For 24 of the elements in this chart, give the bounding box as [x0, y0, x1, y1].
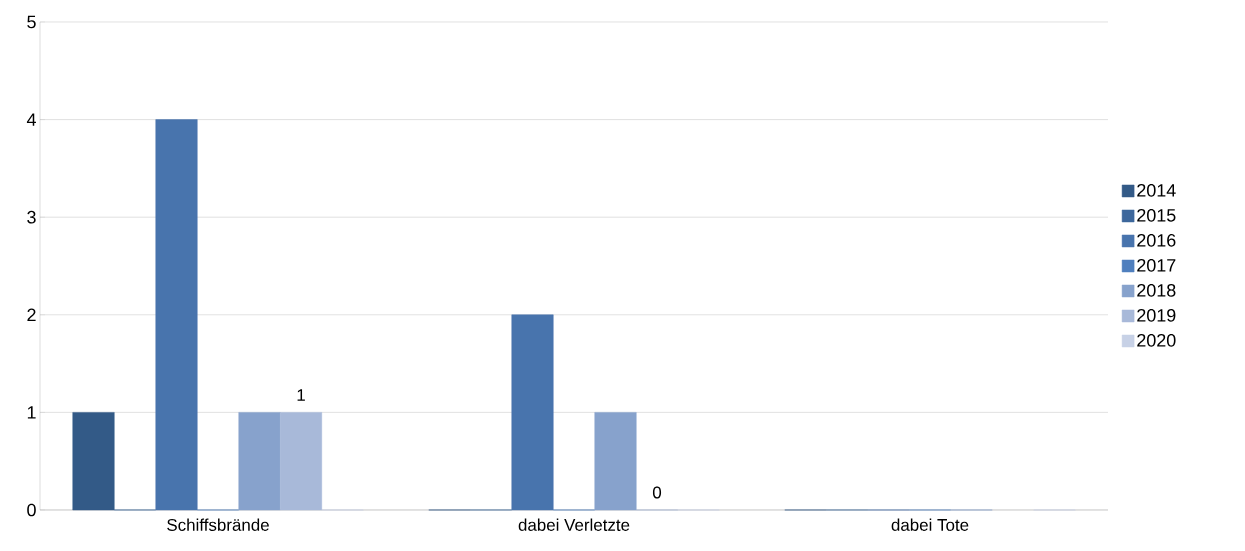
y-tick-label: 5: [27, 15, 36, 29]
legend-label: 2020: [1137, 333, 1176, 347]
bar: [155, 119, 198, 511]
legend-label: 2018: [1137, 283, 1176, 297]
x-tick-label: Schiffsbrände: [167, 518, 269, 531]
bar: [511, 314, 554, 511]
y-tick-label: 0: [27, 503, 36, 517]
legend-label: 2016: [1137, 233, 1176, 247]
bar: [280, 412, 323, 511]
data-label: 1: [297, 389, 305, 401]
data-label: 0: [652, 486, 662, 499]
y-tick-label: 1: [27, 406, 36, 419]
legend-label: 2017: [1137, 258, 1176, 272]
y-tick-label: 2: [27, 308, 36, 322]
y-tick-label: 3: [27, 210, 36, 224]
x-tick-label: dabei Tote: [891, 518, 969, 531]
bar: [594, 412, 637, 511]
legend-label: 2019: [1137, 308, 1176, 322]
bar: [72, 412, 115, 511]
x-tick-label: dabei Verletzte: [518, 518, 630, 531]
legend-label: 2014: [1137, 183, 1176, 197]
y-tick-label: 4: [26, 113, 36, 126]
bar: [238, 412, 281, 511]
legend-label: 2015: [1137, 208, 1176, 222]
